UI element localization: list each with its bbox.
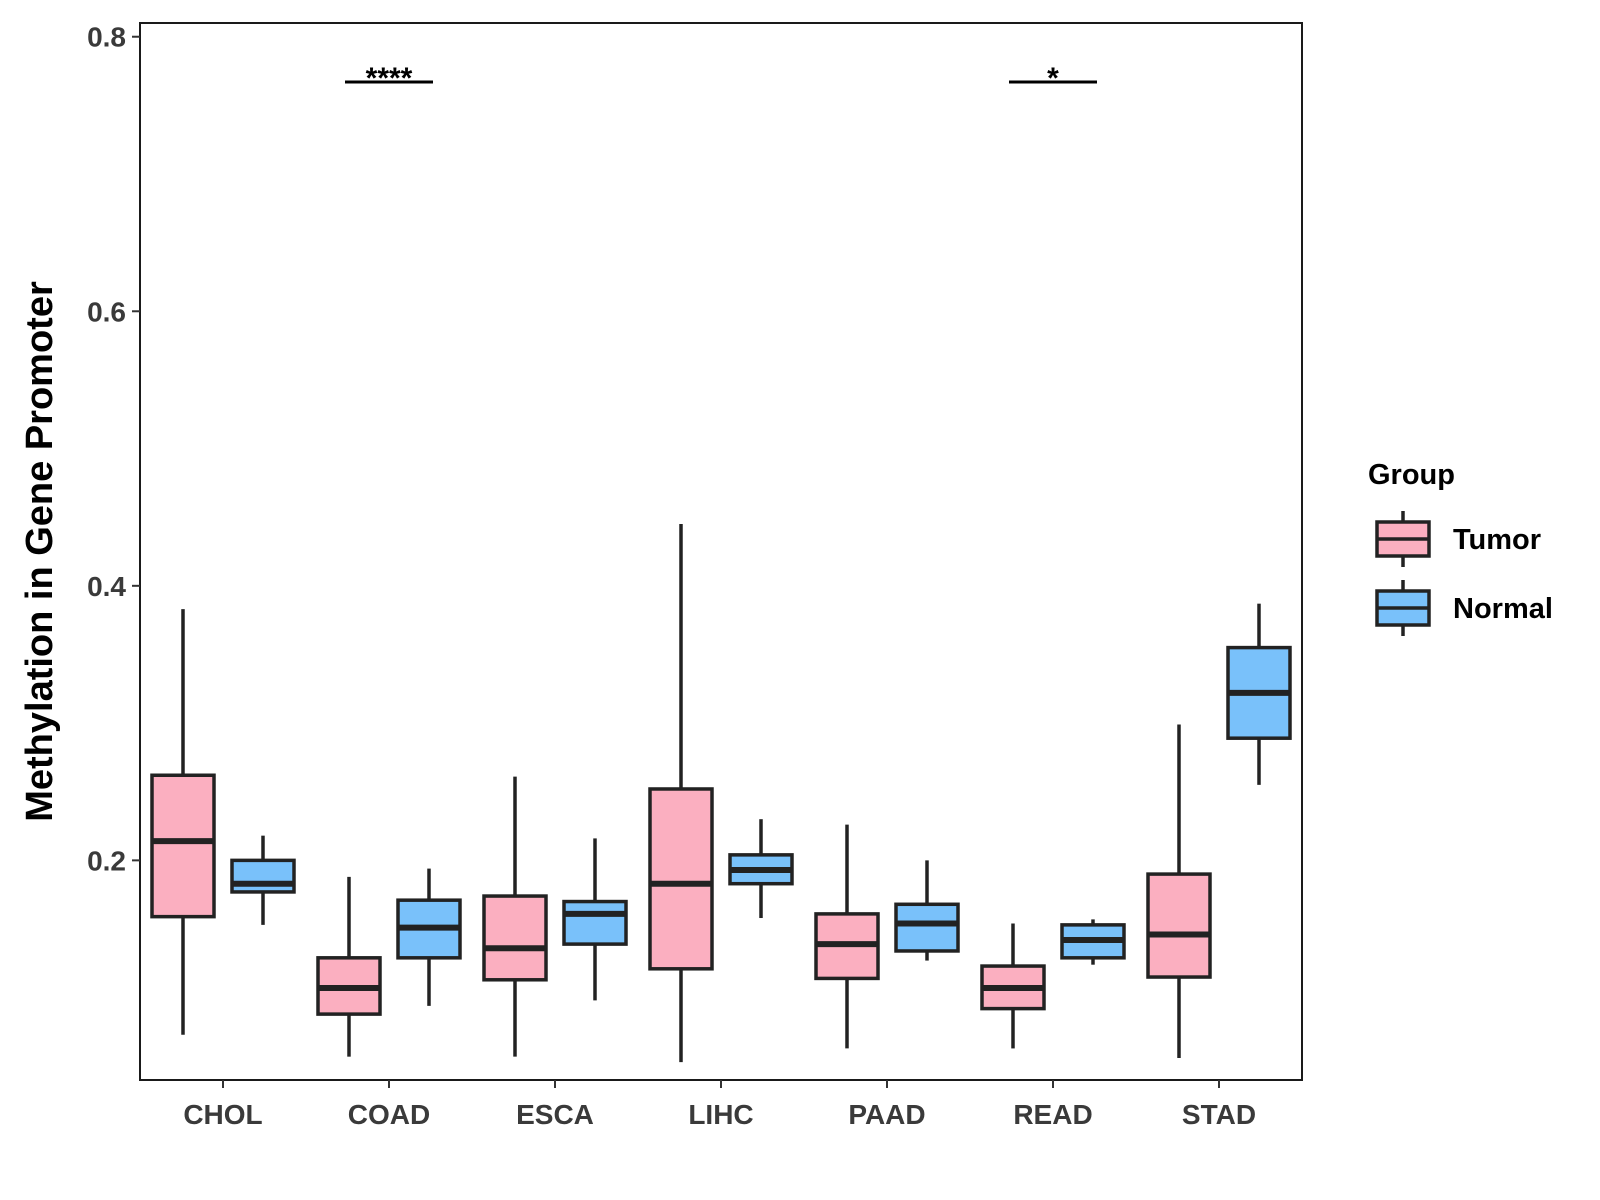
box-coad-tumor bbox=[316, 876, 382, 1057]
y-tick-label: 0.4 bbox=[87, 571, 126, 602]
x-tick-label-coad: COAD bbox=[348, 1099, 430, 1130]
legend-title: Group bbox=[1368, 459, 1455, 491]
legend-label-normal: Normal bbox=[1453, 593, 1553, 625]
box-lihc-normal bbox=[728, 819, 794, 919]
box-iqr bbox=[894, 902, 960, 953]
legend: Group Tumor Normal bbox=[1368, 459, 1553, 636]
box-iqr bbox=[150, 773, 216, 919]
y-axis-title: Methylation in Gene Promoter bbox=[19, 281, 61, 822]
x-tick-label-esca: ESCA bbox=[516, 1099, 594, 1130]
significance-read: * bbox=[1009, 62, 1097, 95]
significance-label: **** bbox=[366, 62, 413, 95]
y-tick-label: 0.8 bbox=[87, 22, 126, 53]
box-lihc-tumor bbox=[648, 524, 714, 1063]
y-tick-label: 0.2 bbox=[87, 845, 126, 876]
x-tick-label-chol: CHOL bbox=[183, 1099, 262, 1130]
x-tick-label-lihc: LIHC bbox=[688, 1099, 753, 1130]
plot-area: **** * bbox=[150, 62, 1292, 1063]
y-tick-label: 0.6 bbox=[87, 296, 126, 327]
box-paad-tumor bbox=[814, 824, 880, 1049]
x-tick-label-stad: STAD bbox=[1182, 1099, 1256, 1130]
x-tick-label-read: READ bbox=[1013, 1099, 1092, 1130]
legend-key-tumor bbox=[1375, 511, 1431, 567]
legend-label-tumor: Tumor bbox=[1453, 524, 1541, 556]
box-read-tumor bbox=[980, 923, 1046, 1049]
box-paad-normal bbox=[894, 860, 960, 961]
box-esca-tumor bbox=[482, 776, 548, 1057]
box-chol-tumor bbox=[150, 609, 216, 1035]
box-stad-normal bbox=[1226, 603, 1292, 785]
box-stad-tumor bbox=[1146, 724, 1212, 1059]
significance-coad: **** bbox=[345, 62, 433, 95]
significance-label: * bbox=[1047, 62, 1059, 95]
box-read-normal bbox=[1060, 919, 1126, 965]
box-iqr bbox=[230, 858, 296, 894]
box-iqr bbox=[1146, 872, 1212, 979]
box-esca-normal bbox=[562, 838, 628, 1001]
legend-key-normal bbox=[1375, 580, 1431, 636]
x-tick-label-paad: PAAD bbox=[848, 1099, 925, 1130]
box-iqr bbox=[562, 899, 628, 946]
axes: 0.2 0.4 0.6 0.8 CHOL COAD ESCA LIHC PAAD READ STAD… bbox=[19, 22, 1256, 1130]
box-chol-normal bbox=[230, 835, 296, 925]
box-coad-normal bbox=[396, 868, 462, 1006]
box-iqr bbox=[482, 894, 548, 982]
box-iqr bbox=[648, 787, 714, 971]
